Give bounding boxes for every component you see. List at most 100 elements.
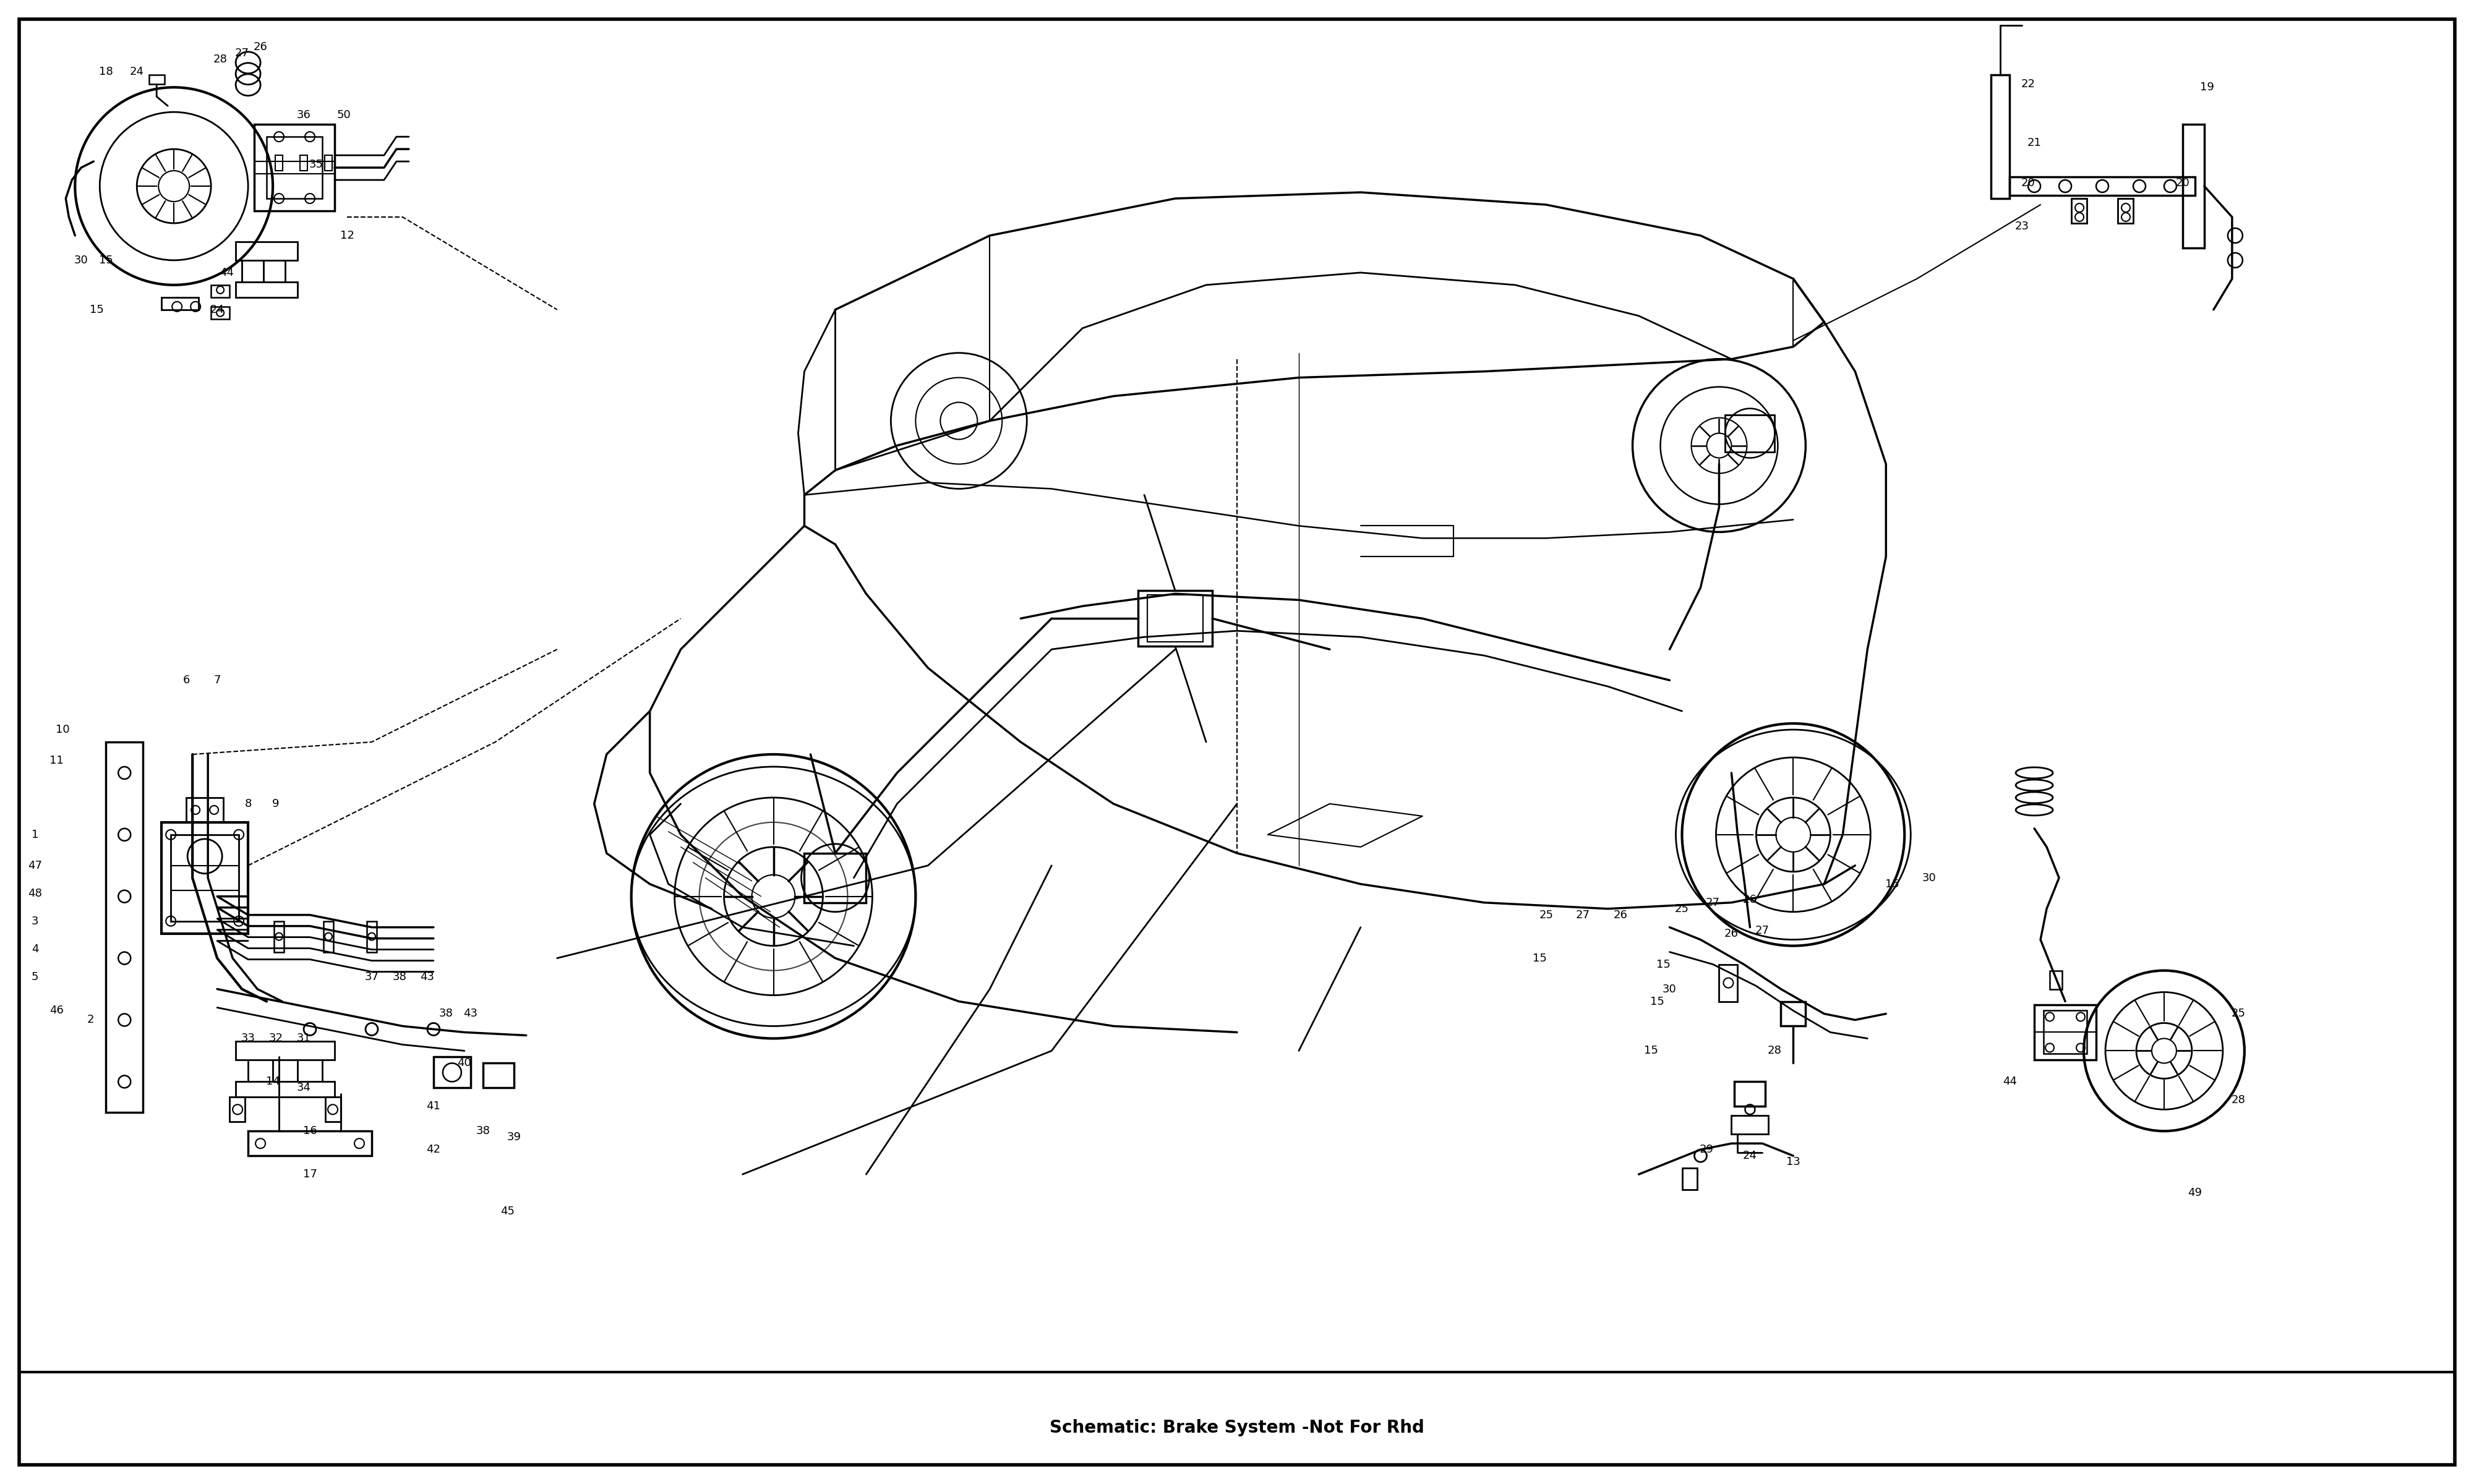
- Bar: [2044, 1011, 2088, 1054]
- Text: 20: 20: [2021, 178, 2036, 188]
- Text: 28: 28: [213, 53, 228, 65]
- Bar: [235, 242, 297, 260]
- Text: 44: 44: [220, 267, 233, 278]
- Text: 6: 6: [183, 675, 190, 686]
- Text: 24: 24: [210, 304, 225, 315]
- Text: 44: 44: [2001, 1076, 2016, 1088]
- Bar: [161, 822, 247, 933]
- Bar: [210, 307, 230, 319]
- Bar: [1724, 414, 1774, 451]
- Bar: [247, 1131, 371, 1156]
- Bar: [235, 282, 297, 297]
- Text: 50: 50: [336, 110, 351, 120]
- Text: 15: 15: [99, 255, 114, 266]
- Text: 20: 20: [2175, 178, 2189, 188]
- Bar: [2009, 177, 2194, 196]
- Text: 26: 26: [1613, 910, 1628, 920]
- Text: 29: 29: [1700, 1144, 1714, 1155]
- Text: 39: 39: [507, 1132, 522, 1143]
- Text: 9: 9: [272, 798, 280, 809]
- Text: 2: 2: [87, 1015, 94, 1025]
- Text: 26: 26: [1742, 893, 1757, 905]
- Bar: [324, 922, 334, 953]
- Bar: [148, 76, 166, 85]
- Bar: [2118, 199, 2133, 223]
- Text: 14: 14: [265, 1076, 280, 1088]
- Bar: [366, 922, 376, 953]
- Bar: [186, 797, 223, 822]
- Text: 10: 10: [57, 724, 69, 735]
- Bar: [230, 1097, 245, 1122]
- Text: 19: 19: [2199, 82, 2214, 93]
- Text: 38: 38: [393, 971, 406, 982]
- Text: 21: 21: [2026, 138, 2041, 148]
- Bar: [235, 1082, 334, 1097]
- Bar: [1138, 591, 1212, 646]
- Text: 15: 15: [1650, 996, 1665, 1008]
- Text: 46: 46: [49, 1005, 64, 1017]
- Bar: [299, 156, 307, 171]
- Text: 35: 35: [309, 159, 324, 171]
- Bar: [1992, 76, 2009, 199]
- Bar: [171, 834, 240, 922]
- Bar: [2051, 971, 2063, 988]
- Bar: [161, 297, 198, 310]
- Text: 16: 16: [302, 1125, 317, 1137]
- Text: 34: 34: [297, 1082, 312, 1094]
- Bar: [235, 1042, 334, 1060]
- Bar: [1682, 1168, 1697, 1190]
- Bar: [1781, 1002, 1806, 1025]
- Text: 38: 38: [438, 1008, 453, 1020]
- Text: 24: 24: [1742, 1150, 1757, 1162]
- Text: 13: 13: [1786, 1156, 1801, 1168]
- Text: 3: 3: [32, 916, 40, 926]
- Text: Schematic: Brake System -Not For Rhd: Schematic: Brake System -Not For Rhd: [1049, 1419, 1425, 1437]
- Text: 33: 33: [240, 1033, 255, 1045]
- Text: 42: 42: [426, 1144, 440, 1155]
- Text: 45: 45: [500, 1206, 515, 1217]
- Bar: [804, 853, 866, 902]
- Text: 27: 27: [1754, 925, 1769, 936]
- Text: 24: 24: [129, 67, 143, 77]
- Bar: [2071, 199, 2088, 223]
- Text: 48: 48: [27, 887, 42, 899]
- Text: 7: 7: [213, 675, 220, 686]
- Bar: [2034, 1005, 2095, 1060]
- Bar: [106, 742, 143, 1113]
- Text: 31: 31: [297, 1033, 312, 1045]
- Text: 23: 23: [2014, 221, 2029, 232]
- Text: 30: 30: [1663, 984, 1677, 994]
- Bar: [1732, 1116, 1769, 1134]
- Text: 25: 25: [1675, 904, 1690, 914]
- Text: 47: 47: [27, 859, 42, 871]
- Bar: [1719, 965, 1737, 1002]
- Text: 27: 27: [235, 47, 250, 59]
- Text: 43: 43: [463, 1008, 477, 1020]
- Bar: [275, 156, 282, 171]
- Bar: [1148, 595, 1202, 643]
- Text: 5: 5: [32, 971, 40, 982]
- Text: 32: 32: [270, 1033, 282, 1045]
- Text: 26: 26: [252, 42, 267, 53]
- Text: 15: 15: [1885, 879, 1900, 889]
- Text: 1: 1: [32, 830, 40, 840]
- Text: 38: 38: [475, 1125, 490, 1137]
- Text: 18: 18: [99, 67, 114, 77]
- Text: 12: 12: [339, 230, 354, 240]
- Text: 26: 26: [1724, 927, 1739, 939]
- Bar: [1734, 1082, 1766, 1107]
- Text: 40: 40: [458, 1058, 473, 1068]
- Text: 49: 49: [2187, 1187, 2202, 1199]
- Text: 43: 43: [421, 971, 435, 982]
- Bar: [2182, 125, 2204, 248]
- Text: 15: 15: [89, 304, 104, 315]
- Text: 8: 8: [245, 798, 252, 809]
- Text: 30: 30: [1922, 873, 1937, 883]
- Bar: [275, 922, 285, 953]
- Bar: [255, 125, 334, 211]
- Bar: [324, 156, 332, 171]
- Bar: [327, 1097, 341, 1122]
- Text: 15: 15: [1534, 953, 1546, 963]
- Text: 36: 36: [297, 110, 312, 120]
- Text: 37: 37: [364, 971, 379, 982]
